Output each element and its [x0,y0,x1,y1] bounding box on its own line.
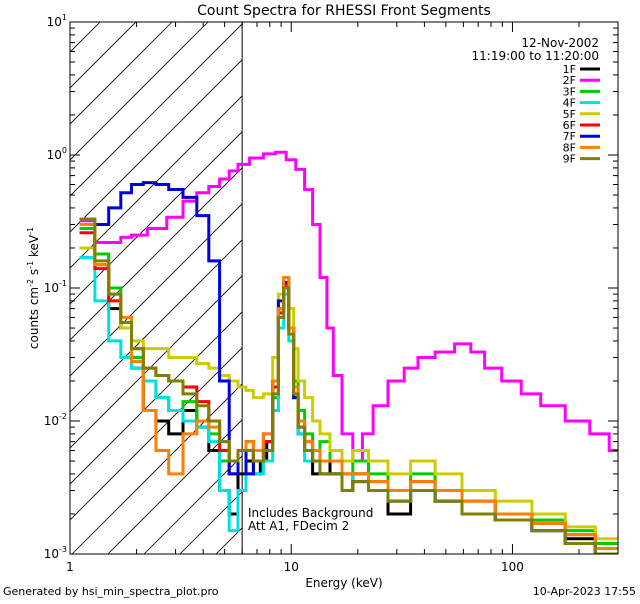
y-tick-label: 10-1 [44,279,67,295]
y-tick-label: 101 [47,13,67,29]
y-axis-label-exp1: -2 [26,279,35,287]
date-label: 12-Nov-2002 [521,36,599,50]
hatch-line [107,419,243,554]
hatch-line [70,203,243,377]
hatch-line [70,59,243,233]
series-8F [79,223,618,550]
legend-label-6F: 6F [563,119,576,132]
series-2F [79,150,618,463]
series-layer [79,150,618,554]
hatch-line [70,347,243,521]
legend-label-7F: 7F [563,130,576,143]
legend-label-8F: 8F [563,141,576,154]
series-9F [79,217,618,554]
y-axis-label-base: counts cm [27,287,41,349]
legend-label-5F: 5F [563,108,576,121]
time-range-label: 11:19:00 to 11:20:00 [472,49,599,63]
series-3F [79,227,618,545]
y-axis-label-exp3: -1 [26,227,35,235]
x-tick-label: 1 [66,560,74,574]
annotation-background: Includes Background [248,506,373,520]
timestamp-label: 10-Apr-2023 17:55 [533,585,636,598]
tick-labels: 1 10 100 10-3 10-2 10-1 100 101 [44,13,524,574]
legend-label-2F: 2F [563,74,576,87]
x-tick-label: 100 [501,560,524,574]
hatch-line [70,275,243,449]
y-axis-label-exp2: -1 [26,261,35,269]
hatch-line [70,239,243,413]
y-tick-label: 10-3 [44,545,67,561]
y-axis-label-mid: s [27,269,41,279]
chart-title: Count Spectra for RHESSI Front Segments [197,3,491,19]
legend-label-9F: 9F [563,153,576,166]
y-axis-label-unit: keV [27,234,41,261]
y-axis-label: counts cm-2 s-1 keV-1 [26,227,41,349]
legend-label-4F: 4F [563,97,576,110]
legend-label-1F: 1F [563,63,576,76]
series-7F [79,181,618,554]
hatch-line [70,22,173,125]
x-axis-label: Energy (keV) [305,576,382,590]
series-1F [79,223,618,554]
annotation-attenuator: Att A1, FDecim 2 [248,519,349,533]
y-tick-label: 10-2 [44,412,67,428]
hatch-line [70,311,243,485]
hatch-line [70,22,209,161]
hatch-line [70,131,243,305]
axis-ticks [69,21,619,555]
series-6F [79,231,618,550]
generated-by-label: Generated by hsi_min_spectra_plot.pro [3,585,219,598]
hatch-line [70,95,243,269]
x-tick-label: 10 [284,560,299,574]
hatch-line [71,383,243,554]
hatch-line [143,455,243,554]
legend-label-3F: 3F [563,85,576,98]
hatch-line [70,23,243,197]
y-tick-label: 100 [47,146,67,162]
